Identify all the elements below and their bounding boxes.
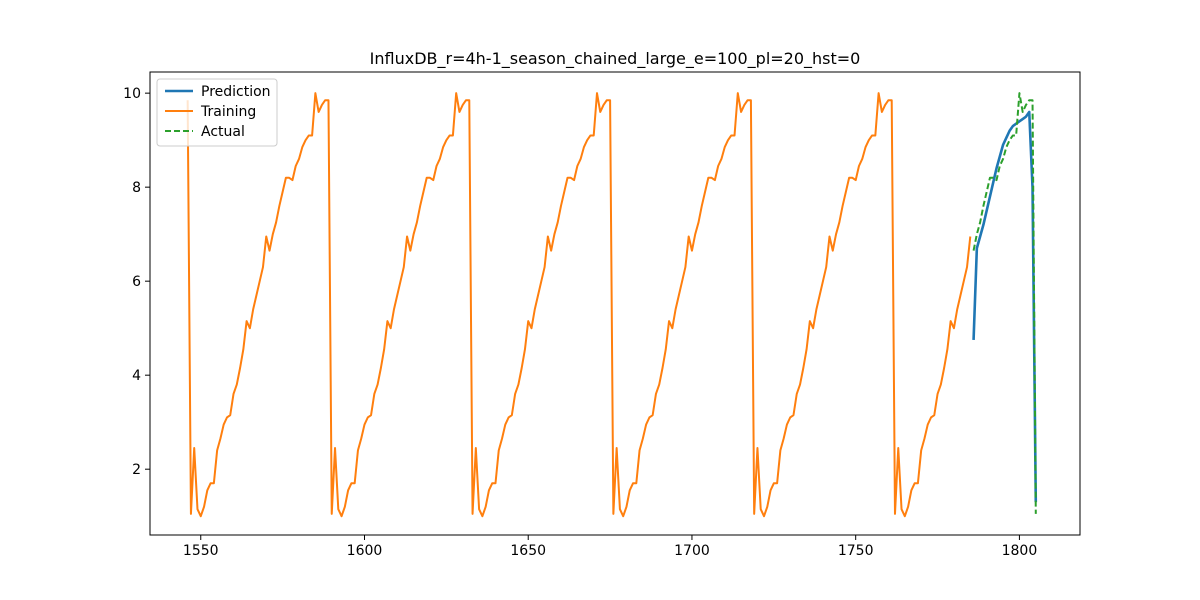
series-line-training: [186, 92, 972, 518]
y-axis: 2 4 6 8 10: [123, 86, 150, 478]
x-tick-label: 1750: [838, 543, 874, 559]
y-tick-label: 2: [132, 462, 141, 478]
legend-label-actual: Actual: [201, 124, 245, 140]
y-tick-label: 6: [132, 274, 141, 290]
chart-title: InfluxDB_r=4h-1_season_chained_large_e=1…: [370, 49, 861, 69]
legend-box: [156, 78, 278, 147]
x-tick-label: 1800: [1002, 543, 1038, 559]
x-tick-label: 1600: [347, 543, 383, 559]
legend-label-training: Training: [200, 104, 256, 120]
series-line-actual: [972, 92, 1037, 514]
series-line-prediction: [972, 110, 1038, 503]
y-tick-label: 10: [123, 86, 141, 102]
x-tick-label: 1700: [674, 543, 710, 559]
y-tick-label: 8: [132, 180, 141, 196]
y-tick-label: 4: [132, 368, 141, 384]
x-tick-label: 1650: [510, 543, 546, 559]
x-tick-label: 1550: [183, 543, 219, 559]
plot-frame: [149, 71, 1081, 536]
legend-label-prediction: Prediction: [201, 84, 271, 100]
legend: Prediction Training Actual: [156, 78, 278, 147]
x-axis: 1550 1600 1650 1700 1750 1800: [183, 535, 1037, 559]
